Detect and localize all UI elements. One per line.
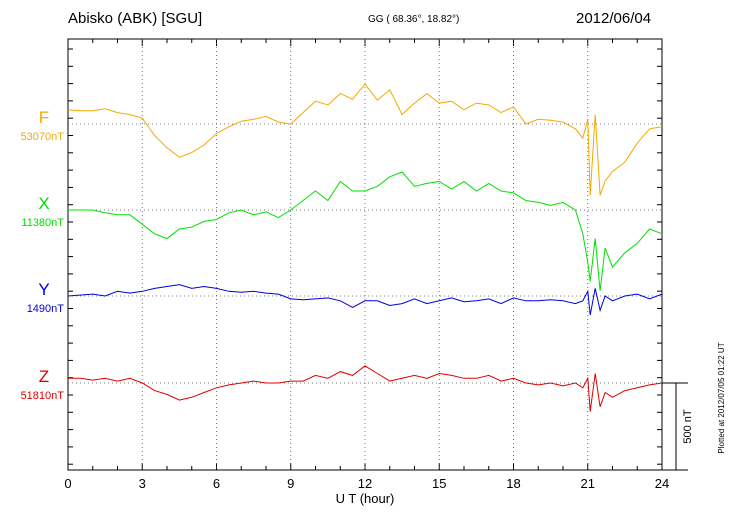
series-baseline-f: 53070nT [21, 131, 65, 143]
x-tick-label: 12 [358, 476, 372, 491]
station-title: Abisko (ABK) [SGU] [68, 10, 203, 27]
series-line-x [68, 171, 663, 291]
series-name-f: F [39, 108, 49, 127]
x-tick-label: 24 [655, 476, 669, 491]
scale-bar-label: 500 nT [682, 409, 694, 444]
x-tick-label: 6 [213, 476, 220, 491]
series-name-z: Z [39, 367, 49, 386]
x-axis-label: U T (hour) [336, 491, 395, 506]
plot-date: 2012/06/04 [576, 10, 652, 27]
x-tick-label: 0 [64, 476, 71, 491]
x-tick-label: 9 [287, 476, 294, 491]
series-line-f [67, 83, 663, 196]
x-tick-label: 18 [506, 476, 520, 491]
series-name-x: X [38, 194, 49, 213]
series-baseline-x: 11380nT [21, 217, 64, 229]
x-tick-label: 15 [432, 476, 446, 491]
plotted-at-note: Plotted at 2012/07/05 01:22 UT [717, 342, 726, 453]
x-tick-label: 21 [581, 476, 595, 491]
series-baseline-z: 51810nT [21, 390, 65, 402]
x-tick-label: 3 [139, 476, 146, 491]
series-name-y: Y [38, 280, 49, 299]
series-line-y [67, 284, 663, 316]
station-coordinates: GG ( 68.36°, 18.82°) [368, 14, 460, 25]
series-baseline-y: 1490nT [27, 303, 65, 315]
series-line-z [68, 365, 663, 412]
